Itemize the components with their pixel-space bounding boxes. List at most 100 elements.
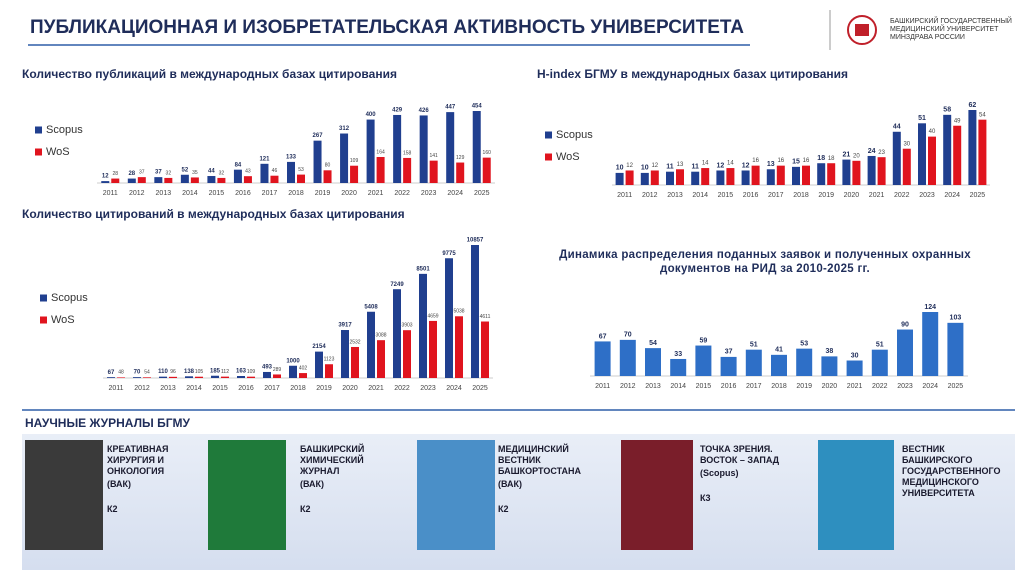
value-label: 30 [903,141,910,147]
journal-cover [25,440,103,550]
journal-cover [818,440,894,550]
value-label: 70 [134,370,141,376]
x-tick-label: 2015 [209,190,225,197]
value-label: 12 [742,162,750,169]
bar [445,258,453,378]
value-label: 110 [158,369,168,375]
bar [978,119,987,185]
bar [821,356,838,376]
x-tick-label: 2020 [844,192,860,199]
x-tick-label: 2011 [108,385,123,392]
value-label: 23 [878,150,885,156]
legend-label: WoS [51,314,75,326]
journal-index: (ВАК) [107,479,132,489]
x-tick-label: 2012 [620,383,636,390]
x-tick-label: 2017 [262,190,278,197]
bar [867,155,876,185]
value-label: 112 [221,369,229,375]
bar [842,159,851,185]
x-tick-label: 2020 [341,190,357,197]
bar [666,171,674,185]
value-label: 37 [139,169,145,175]
x-tick-label: 2024 [922,383,938,390]
value-label: 15 [792,159,800,166]
bar [393,289,401,378]
bar [340,133,349,183]
chart-title: H-index БГМУ в международных базах цитир… [537,67,848,81]
x-tick-label: 2023 [420,385,436,392]
x-tick-label: 2013 [645,383,661,390]
x-tick-label: 2015 [212,385,228,392]
bar [695,345,712,376]
value-label: 447 [445,105,456,111]
bar [877,157,886,185]
bar [796,348,813,376]
bar [429,160,438,183]
x-tick-label: 2011 [103,190,118,197]
value-label: 12 [102,174,109,180]
value-label: 5408 [364,304,378,310]
bar [776,165,785,185]
bar [792,166,800,185]
bar [185,376,193,378]
bar [207,176,216,183]
bar [928,136,936,185]
bar [297,174,305,183]
value-label: 41 [775,347,783,354]
bar [751,165,760,185]
bar [741,170,750,185]
legend-label: Scopus [51,292,88,304]
bar [594,341,611,376]
bar [676,169,684,185]
bar [273,374,281,378]
bar [471,245,479,378]
value-label: 289 [273,367,282,373]
bar [691,171,700,185]
bar [289,365,297,378]
x-tick-label: 2018 [771,383,787,390]
value-label: 80 [325,163,331,169]
value-label: 84 [235,162,242,168]
bar [846,360,863,376]
x-tick-label: 2021 [368,385,384,392]
value-label: 16 [752,158,759,164]
x-tick-label: 2019 [315,190,331,197]
value-label: 14 [702,161,709,167]
bar [817,163,826,185]
x-tick-label: 2021 [847,383,863,390]
journal-info: МЕДИЦИНСКИЙ ВЕСТНИК БАШКОРТОСТАНА (ВАК) К2 [498,444,598,517]
value-label: 51 [876,342,884,349]
x-tick-label: 2018 [793,192,809,199]
x-tick-label: 2014 [182,190,198,197]
bar [766,169,775,185]
bar [947,322,964,376]
value-label: 105 [195,369,204,375]
bar [953,125,962,185]
x-tick-label: 2020 [342,385,358,392]
x-tick-label: 2019 [316,385,332,392]
journal-category: К3 [700,493,711,503]
bar [701,168,710,185]
bar [429,320,437,378]
value-label: 129 [456,155,465,161]
logo-text: БАШКИРСКИЙ ГОСУДАРСТВЕННЫЙ [890,16,1012,25]
bar [169,376,177,378]
bar [922,312,939,376]
legend-swatch [40,294,47,302]
value-label: 52 [182,167,189,173]
value-label: 1123 [324,357,335,363]
value-label: 11 [691,164,699,171]
bar [325,364,333,378]
value-label: 3088 [375,332,386,338]
x-tick-label: 2011 [595,383,610,390]
bar [159,376,167,378]
bar [481,321,489,378]
bar [871,349,888,376]
journal-info: ВЕСТНИК БАШКИРСКОГО ГОСУДАРСТВЕННОГО МЕД… [902,444,1012,501]
value-label: 37 [725,349,733,356]
x-tick-label: 2013 [667,192,683,199]
bar [446,112,455,183]
bar [376,156,385,183]
value-label: 267 [313,133,324,139]
